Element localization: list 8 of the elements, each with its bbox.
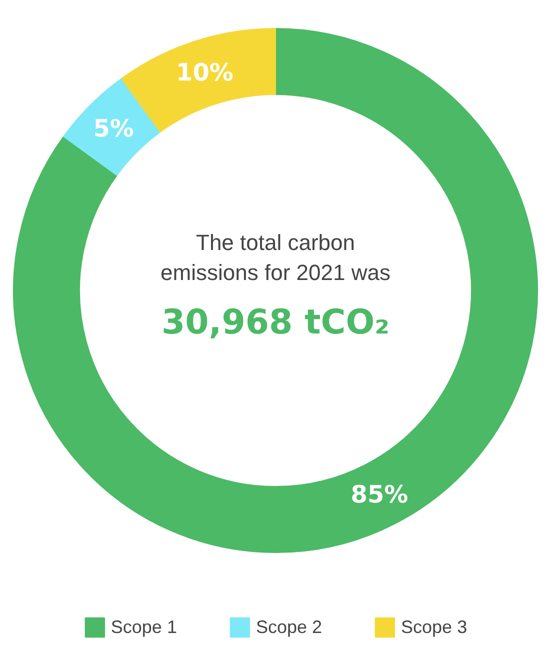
data-label: 85% xyxy=(350,480,408,509)
legend-label: Scope 2 xyxy=(256,616,322,638)
text: The total carbon emissions for 2021 was xyxy=(160,230,390,285)
text: 30,968 tCO₂ xyxy=(161,302,390,342)
data-label: 10% xyxy=(176,58,234,87)
data-label: 5% xyxy=(93,114,134,143)
legend-label: Scope 1 xyxy=(110,616,177,638)
legend-label: Scope 3 xyxy=(401,616,468,638)
